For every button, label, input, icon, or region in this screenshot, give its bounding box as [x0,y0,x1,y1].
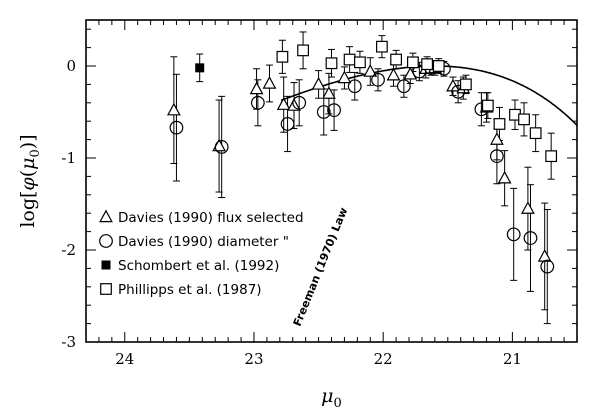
x-axis-title-main: μ [321,385,333,407]
point-open-triangle [311,76,326,90]
point-open-square [407,56,419,69]
point-open-triangle [363,64,378,77]
y-axis-title-main: log[ [17,191,39,228]
tick-labels: 24 23 22 21 0 -1 -2 -3 [61,57,522,368]
point-open-circle [540,259,555,274]
point-open-circle [169,120,184,135]
point-open-square [481,99,494,112]
point-open-circle [489,149,504,164]
point-open-circle [292,95,307,110]
x-tick-label: 21 [503,350,522,368]
point-open-triangle [403,66,418,80]
legend-marker-filled-square [101,260,111,270]
point-open-square [529,127,542,140]
y-axis-title-close: )] [17,134,39,149]
point-open-triangle [322,86,336,99]
point-open-square [325,57,338,70]
legend: Davies (1990) flux selected Davies (1990)… [99,209,304,298]
minor-ticks [85,20,578,342]
y-tick-label: -1 [61,149,76,167]
point-open-square [276,50,289,63]
point-open-triangle [537,248,552,262]
point-open-square [432,60,445,72]
y-axis-title-mu: μ [17,157,39,169]
point-open-triangle [337,70,352,84]
point-open-triangle [249,81,264,95]
point-open-square [375,40,388,53]
point-open-circle [316,105,331,119]
y-axis-title: log[φ(μ0)] [17,134,43,227]
legend-marker-open-square [100,283,112,295]
point-open-circle [506,227,521,242]
point-open-triangle [489,132,504,145]
plot-frame [85,19,578,343]
point-open-square [343,53,356,66]
point-filled-square [195,63,205,73]
data-markers [166,40,558,274]
point-open-triangle [276,97,291,110]
point-open-square [354,56,366,69]
point-open-circle [214,140,229,154]
y-tick-label: -2 [61,241,76,259]
legend-marker-open-triangle [99,209,113,223]
point-open-circle [523,231,538,245]
y-tick-label: 0 [66,57,76,75]
major-ticks [86,20,577,343]
point-open-circle [371,72,385,87]
point-open-circle [280,117,295,131]
x-tick-label: 23 [244,350,263,368]
point-open-circle [396,79,411,94]
y-axis-title-phi: φ [17,177,39,191]
x-axis-title: μ0 [321,385,342,411]
point-open-circle [250,95,265,110]
point-open-triangle [386,67,401,81]
point-open-triangle [287,98,301,111]
legend-label: Phillipps et al. (1987) [118,282,262,298]
point-open-square [390,53,403,66]
x-axis-title-sub: 0 [334,396,342,411]
legend-label: Davies (1990) flux selected [118,210,304,226]
point-open-circle [347,79,362,94]
point-open-square [493,118,506,130]
point-open-triangle [262,76,277,89]
point-open-triangle [521,201,535,214]
point-open-circle [451,84,466,99]
legend-marker-open-circle [99,234,113,248]
point-open-circle [327,103,341,118]
point-open-square [297,44,309,57]
y-tick-label: -3 [61,333,76,351]
y-axis-title-open: ( [17,170,39,177]
point-open-square [459,78,472,91]
legend-label: Davies (1990) diameter " [118,234,289,250]
x-tick-label: 24 [115,350,134,368]
point-open-square [518,113,530,126]
point-open-square [421,58,434,71]
point-open-triangle [166,102,181,116]
point-open-triangle [497,170,512,184]
point-open-square [545,150,558,163]
y-axis-title-sub: 0 [28,149,43,157]
legend-label: Schombert et al. (1992) [118,258,279,274]
x-tick-label: 22 [374,350,393,368]
